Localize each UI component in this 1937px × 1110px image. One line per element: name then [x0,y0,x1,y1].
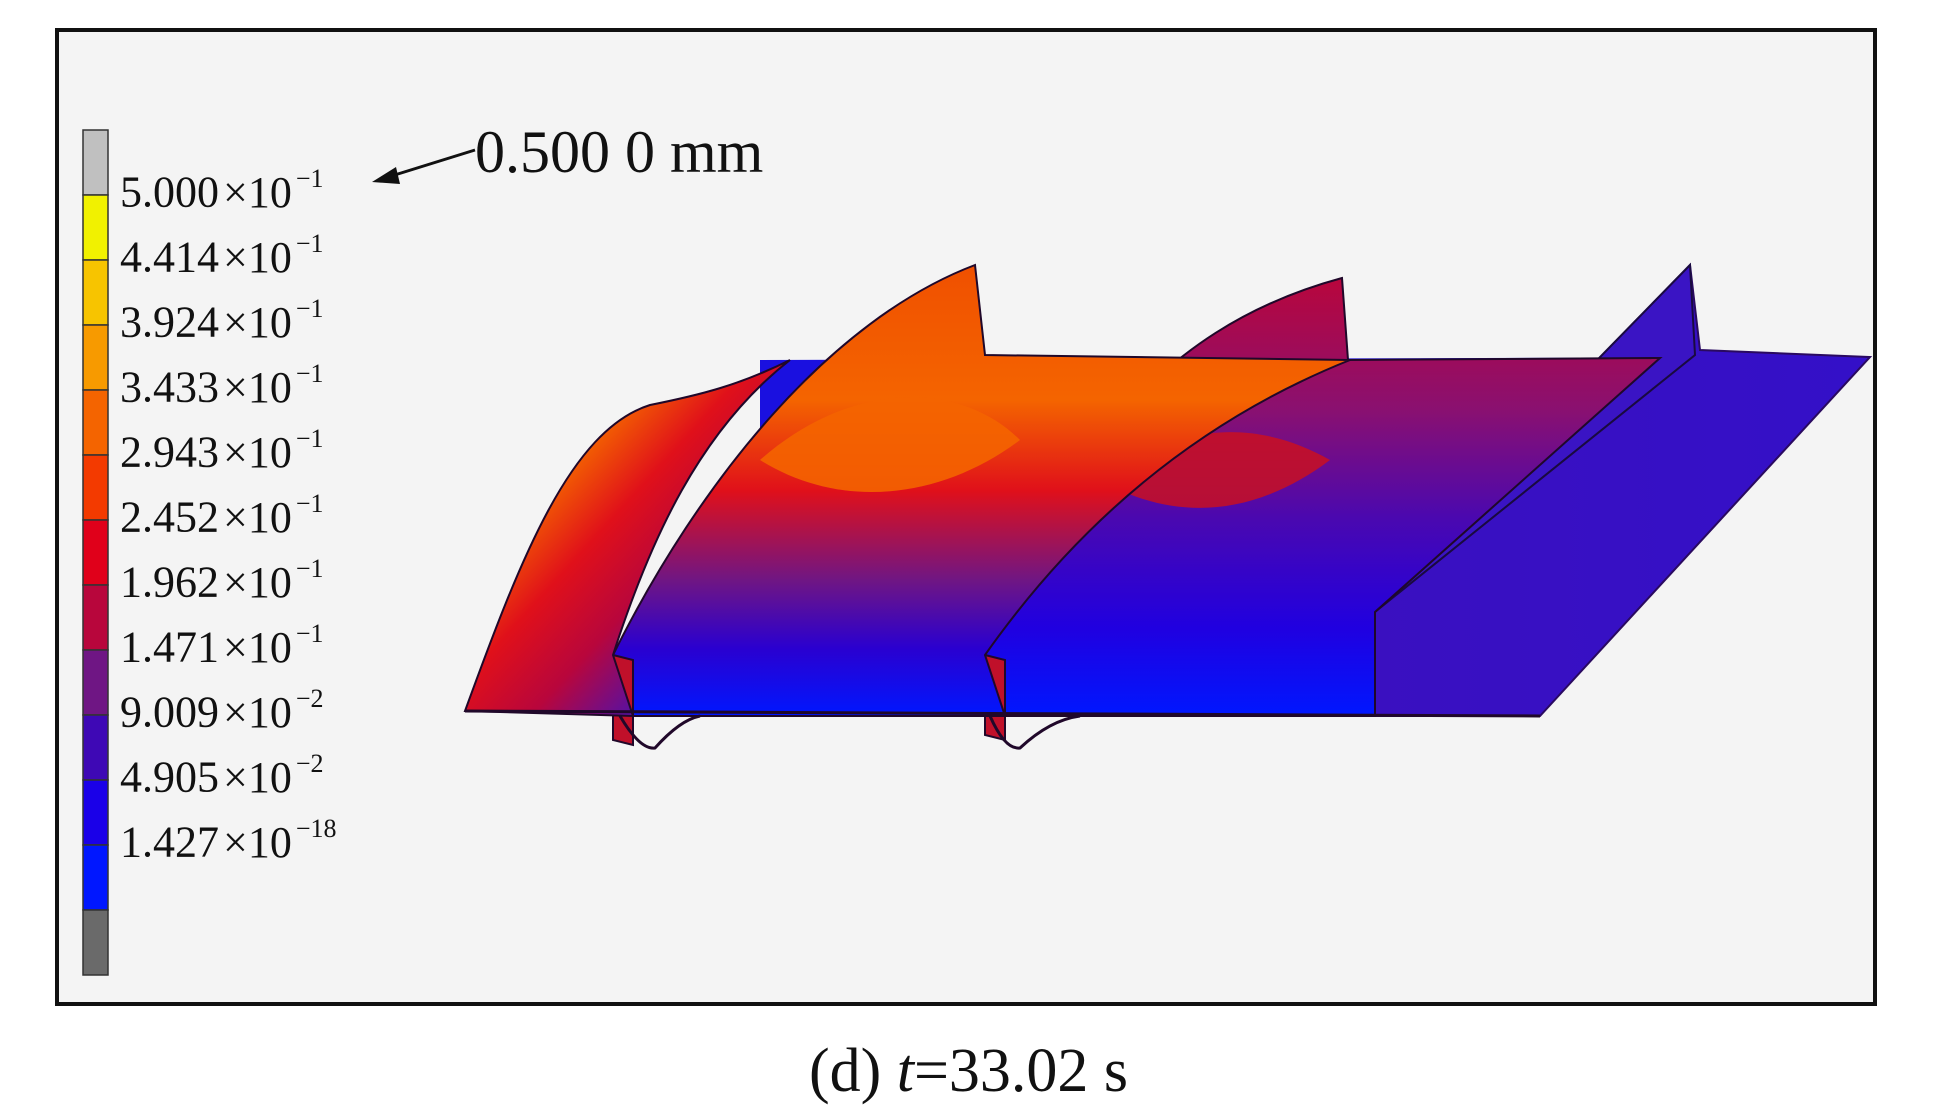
legend-swatch-bottom [82,909,109,976]
legend-exponent: −1 [295,554,324,583]
legend-mantissa: 1.471 [120,622,219,672]
legend-exponent: −18 [295,814,337,843]
max-deformation-annotation: 0.500 0 mm [475,119,764,185]
legend-label: 1.471×10 −1 [120,619,324,672]
annotation-arrowhead [372,167,400,184]
legend-swatch [82,324,109,391]
legend-swatch [82,714,109,781]
legend-swatch [82,454,109,521]
figure-caption: (d) t=33.02 s [0,1036,1937,1107]
legend-mantissa: 9.009 [120,687,219,737]
legend-exponent: −1 [295,294,324,323]
caption-panel: (d) [808,1037,882,1105]
legend-label: 3.433×10 −1 [120,359,324,412]
legend-mantissa: 3.924 [120,297,219,347]
legend-swatch [82,389,109,456]
legend-exponent: −2 [295,684,324,713]
legend-mantissa: 2.452 [120,492,219,542]
legend-mantissa: 1.962 [120,557,219,607]
legend-label: 9.009×10 −2 [120,684,324,737]
legend-label: 1.962×10 −1 [120,554,324,607]
legend-swatch-top [82,129,109,196]
legend-swatch [82,519,109,586]
legend-mantissa: 4.905 [120,752,219,802]
legend-exponent: −1 [295,229,324,258]
legend-exponent: −1 [295,164,324,193]
legend-label: 3.924×10 −1 [120,294,324,347]
legend-exponent: −2 [295,749,324,778]
legend-label: 2.943×10 −1 [120,424,324,477]
legend-swatch [82,779,109,846]
legend-label: 5.000×10 −1 [120,164,324,217]
annotation-arrow [384,148,476,180]
legend-label: 1.427×10 −18 [120,814,337,867]
caption-variable: t [896,1037,914,1105]
first-bay [611,263,1351,717]
front-bulge [463,359,791,718]
legend-exponent: −1 [295,424,324,453]
legend-swatch [82,844,109,911]
legend-mantissa: 4.414 [120,232,219,282]
legend-swatch [82,194,109,261]
legend-mantissa: 2.943 [120,427,219,477]
bottom-edge [464,709,1541,750]
legend-label: 4.414×10 −1 [120,229,324,282]
legend-mantissa: 3.433 [120,362,219,412]
legend-label: 2.452×10 −1 [120,489,324,542]
first-bay-hotspot [760,397,1020,493]
legend-label: 4.905×10 −2 [120,749,324,802]
legend-exponent: −1 [295,489,324,518]
legend-swatch [82,649,109,716]
legend-mantissa: 1.427 [120,817,219,867]
legend-swatch [82,584,109,651]
legend-color-bar [82,129,109,976]
legend-exponent: −1 [295,619,324,648]
legend-swatch [82,259,109,326]
legend-exponent: −1 [295,359,324,388]
legend-mantissa: 5.000 [120,167,219,217]
caption-value: =33.02 s [913,1037,1129,1105]
